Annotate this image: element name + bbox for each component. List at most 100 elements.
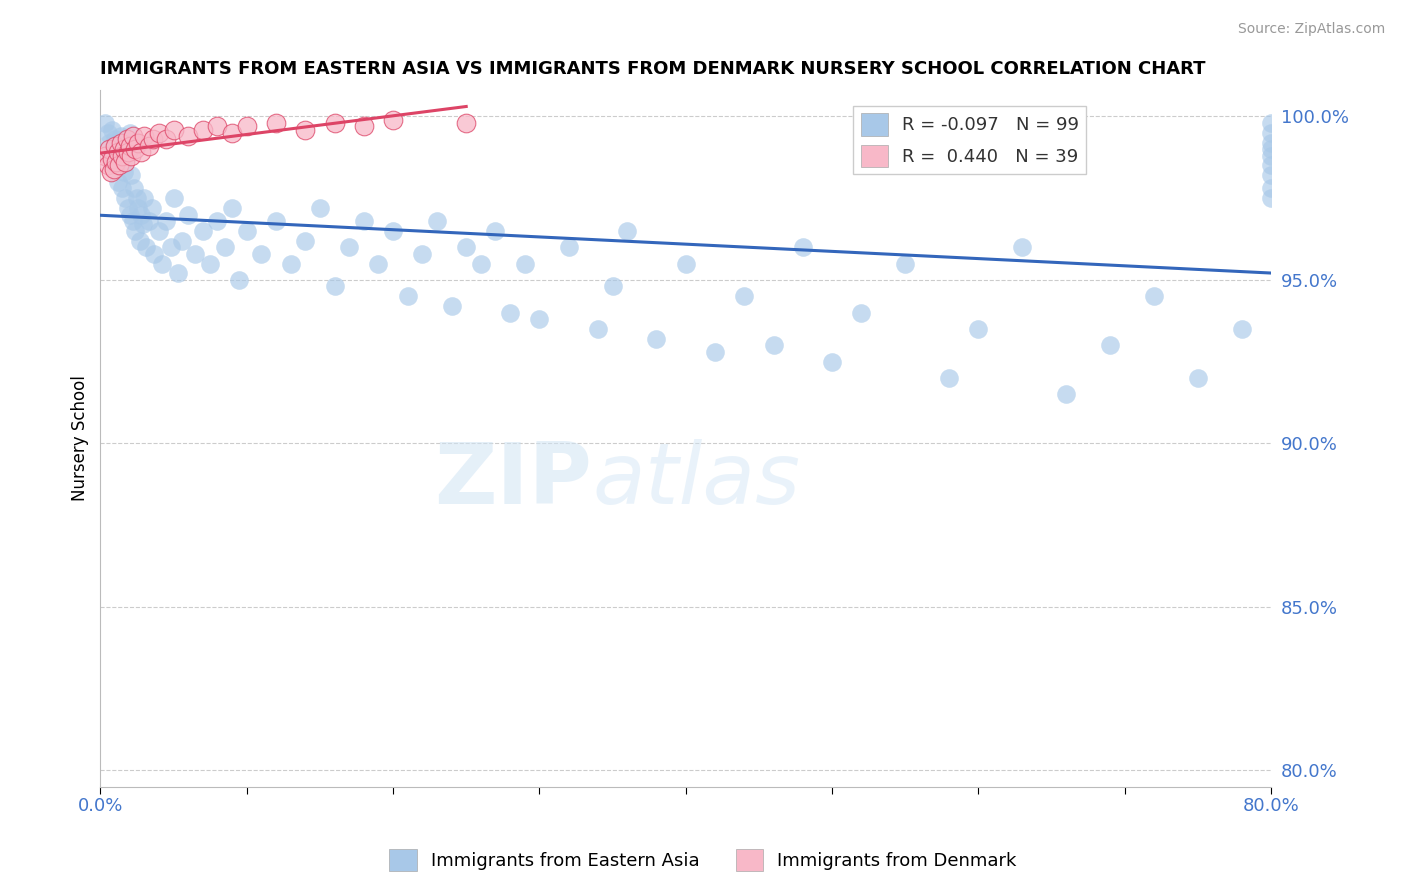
Point [1260,149,1282,163]
Point [264,116,287,130]
Point [235,120,257,134]
Y-axis label: Nursery School: Nursery School [72,376,89,501]
Point [602,279,624,293]
Point [353,120,375,134]
Point [162,122,184,136]
Point [118,139,141,153]
Point [100,165,122,179]
Point [1260,191,1282,205]
Point [112,165,135,179]
Point [167,267,190,281]
Point [155,132,177,146]
Point [235,224,257,238]
Point [114,191,136,205]
Point [101,152,124,166]
Point [280,257,302,271]
Point [426,214,449,228]
Point [207,120,229,134]
Point [107,145,129,160]
Point [115,149,138,163]
Point [484,224,506,238]
Text: atlas: atlas [592,439,800,522]
Point [114,155,136,169]
Point [191,122,214,136]
Point [97,126,120,140]
Point [675,257,697,271]
Text: ZIP: ZIP [434,439,592,522]
Point [134,129,156,144]
Point [134,191,156,205]
Point [470,257,492,271]
Point [118,208,141,222]
Point [177,208,200,222]
Point [115,132,138,146]
Point [513,257,536,271]
Point [456,240,478,254]
Text: IMMIGRANTS FROM EASTERN ASIA VS IMMIGRANTS FROM DENMARK NURSERY SCHOOL CORRELATI: IMMIGRANTS FROM EASTERN ASIA VS IMMIGRAN… [100,60,1206,78]
Point [127,201,149,215]
Point [353,214,375,228]
Point [127,136,149,150]
Point [172,234,194,248]
Point [1260,136,1282,150]
Text: Source: ZipAtlas.com: Source: ZipAtlas.com [1237,22,1385,37]
Point [184,247,207,261]
Point [704,344,727,359]
Point [142,132,165,146]
Point [111,149,134,163]
Point [98,136,121,150]
Point [103,161,125,176]
Point [159,240,181,254]
Point [155,214,177,228]
Point [411,247,433,261]
Point [110,129,132,144]
Point [148,126,170,140]
Point [1054,387,1077,401]
Point [396,289,419,303]
Point [1260,116,1282,130]
Point [1099,338,1122,352]
Point [323,116,346,130]
Point [198,257,221,271]
Point [112,142,135,156]
Point [135,240,157,254]
Point [111,139,134,153]
Point [1187,371,1209,385]
Point [93,116,115,130]
Point [138,214,160,228]
Point [557,240,579,254]
Point [1230,322,1253,336]
Point [97,159,120,173]
Point [309,201,332,215]
Point [108,159,131,173]
Point [104,159,127,173]
Point [118,126,141,140]
Point [162,191,184,205]
Point [323,279,346,293]
Point [117,145,139,160]
Point [132,218,155,232]
Point [645,332,668,346]
Point [121,129,143,144]
Point [1260,142,1282,156]
Point [792,240,814,254]
Point [124,224,146,238]
Point [120,169,142,183]
Point [104,132,127,146]
Point [177,129,200,144]
Point [1143,289,1166,303]
Point [117,201,139,215]
Point [1260,169,1282,183]
Point [294,122,316,136]
Point [367,257,389,271]
Point [294,234,316,248]
Point [141,201,163,215]
Point [529,312,551,326]
Point [616,224,638,238]
Point [100,149,122,163]
Point [221,126,243,140]
Point [456,116,478,130]
Point [122,181,145,195]
Point [125,191,148,205]
Point [440,299,463,313]
